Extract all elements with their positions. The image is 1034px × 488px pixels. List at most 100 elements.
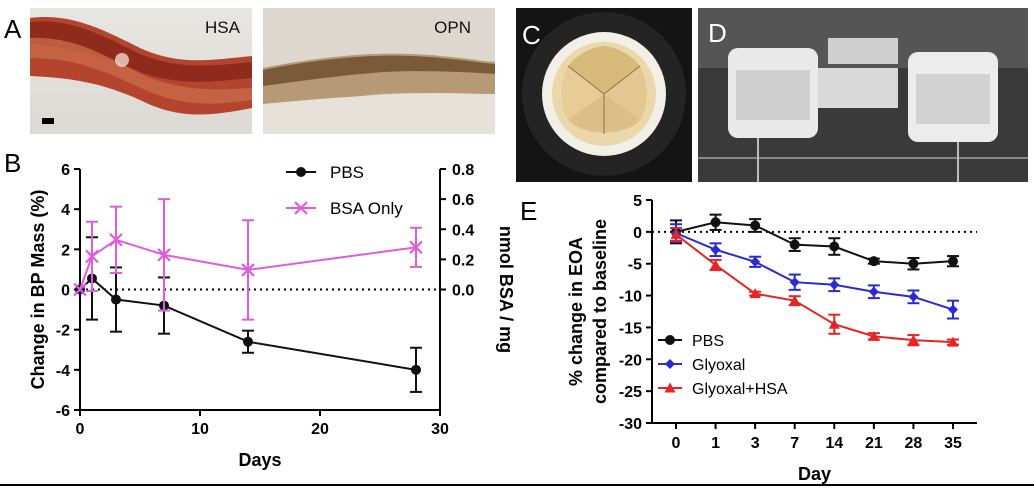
heart-valve-tester-photo [698, 8, 1028, 182]
bp-mass-chart: -6 -4 -2 0 2 4 6 0.0 0.2 0.4 0.6 0.8 0 10 20 30 Days Chan… [28, 162, 516, 470]
x-tick-label: 30 [431, 421, 449, 438]
data-point [157, 248, 171, 262]
y-tick-label: -30 [619, 416, 642, 433]
histology-label-hsa: HSA [205, 18, 240, 37]
data-point [828, 318, 840, 329]
legend-item-0: PBS [658, 333, 724, 350]
legend-item-1: BSA Only [286, 199, 403, 218]
x-tick-label: 0 [76, 421, 85, 438]
scale-bar [42, 118, 54, 124]
data-point [710, 244, 721, 255]
y-tick-label: 5 [633, 193, 642, 210]
legend-marker [665, 335, 675, 345]
y-tick-label: -4 [56, 363, 70, 380]
histology-image-hsa: HSA [30, 8, 252, 134]
x-tick-label: 35 [944, 435, 962, 452]
data-point [907, 334, 919, 345]
valve-photo [516, 8, 692, 182]
y-axis-label-line: compared to baseline [590, 219, 610, 404]
series-line [675, 221, 954, 265]
series-0 [670, 213, 959, 271]
legend-marker [294, 201, 308, 215]
panel-letter-b: B [4, 148, 22, 178]
data-point [111, 294, 121, 305]
x-tick-label: 10 [191, 421, 209, 438]
x-tick-label: 0 [672, 435, 681, 452]
histology-label-opn: OPN [434, 18, 471, 37]
y-axis-label-line: % change in EOA [566, 237, 586, 386]
legend-label: Glyoxal [692, 357, 745, 374]
y2-tick-label: 0.0 [452, 283, 474, 300]
y-tick-label: 0 [633, 225, 642, 242]
data-point [670, 228, 682, 239]
bottom-divider [0, 484, 1034, 486]
x-tick-label: 20 [311, 421, 329, 438]
panel-letter-a: A [4, 14, 22, 44]
x-tick-label: 3 [751, 435, 760, 452]
y2-tick-label: 0.8 [452, 162, 474, 179]
data-point [710, 217, 721, 228]
data-point [908, 291, 919, 302]
legend-item-1: Glyoxal [658, 357, 745, 374]
y-tick-label: -5 [628, 257, 642, 274]
histology-image-opn: OPN [263, 8, 495, 134]
data-point [73, 282, 87, 297]
data-point [868, 330, 880, 341]
y-tick-label: 2 [61, 242, 70, 259]
y-tick-label: -20 [619, 352, 642, 369]
data-point [829, 241, 840, 252]
legend-label: PBS [692, 333, 724, 350]
legend-marker [664, 382, 676, 393]
data-point [868, 286, 879, 297]
y2-tick-label: 0.2 [452, 252, 474, 269]
data-point [409, 240, 423, 255]
legend-marker [665, 359, 675, 369]
series-line [675, 233, 954, 344]
y2-tick-label: 0.6 [452, 192, 474, 209]
y-tick-label: -15 [619, 320, 642, 337]
data-point [947, 336, 959, 347]
legend-item-0: PBS [286, 163, 364, 182]
legend-marker [296, 167, 306, 177]
data-point [411, 364, 421, 375]
series-2 [670, 227, 959, 347]
y2-axis-label: nmol BSA / mg [496, 226, 516, 353]
series-line [675, 232, 954, 311]
y-tick-label: -10 [619, 289, 642, 306]
data-point [243, 336, 253, 347]
series-1 [73, 198, 423, 321]
panel-letter-c: C [522, 20, 541, 50]
x-tick-label: 28 [905, 435, 923, 452]
x-axis-label: Day [798, 464, 831, 484]
x-tick-label: 21 [865, 435, 883, 452]
y-tick-label: -25 [619, 384, 642, 401]
data-point [789, 239, 800, 250]
y-tick-label: -6 [56, 403, 70, 420]
data-point [750, 220, 761, 231]
y-tick-label: 6 [61, 162, 70, 179]
x-tick-label: 1 [711, 435, 720, 452]
legend-label: Glyoxal+HSA [692, 381, 788, 398]
panel-letter-d: D [708, 18, 727, 48]
data-point [948, 256, 958, 267]
data-point [948, 304, 958, 315]
series-1 [670, 223, 959, 320]
data-point [241, 263, 255, 277]
eoa-change-chart: 5 0 -5 -10 -15 -20 -25 -30 0 1 3 7 14 21 28 35 Day % chan… [566, 193, 977, 484]
panel-letter-e: E [520, 196, 538, 226]
data-point [749, 288, 761, 299]
data-point [908, 258, 919, 269]
data-point [789, 277, 800, 288]
legend-item-2: Glyoxal+HSA [658, 381, 788, 398]
data-point [789, 295, 801, 306]
series-line [79, 238, 417, 290]
data-point [750, 256, 761, 267]
data-point [109, 233, 123, 247]
legend-label: BSA Only [330, 199, 403, 218]
y-tick-label: 0 [61, 283, 70, 300]
legend-label: PBS [330, 163, 364, 182]
y2-tick-label: 0.4 [452, 222, 474, 239]
x-tick-label: 7 [790, 435, 799, 452]
x-tick-label: 14 [825, 435, 843, 452]
data-point [829, 279, 840, 290]
